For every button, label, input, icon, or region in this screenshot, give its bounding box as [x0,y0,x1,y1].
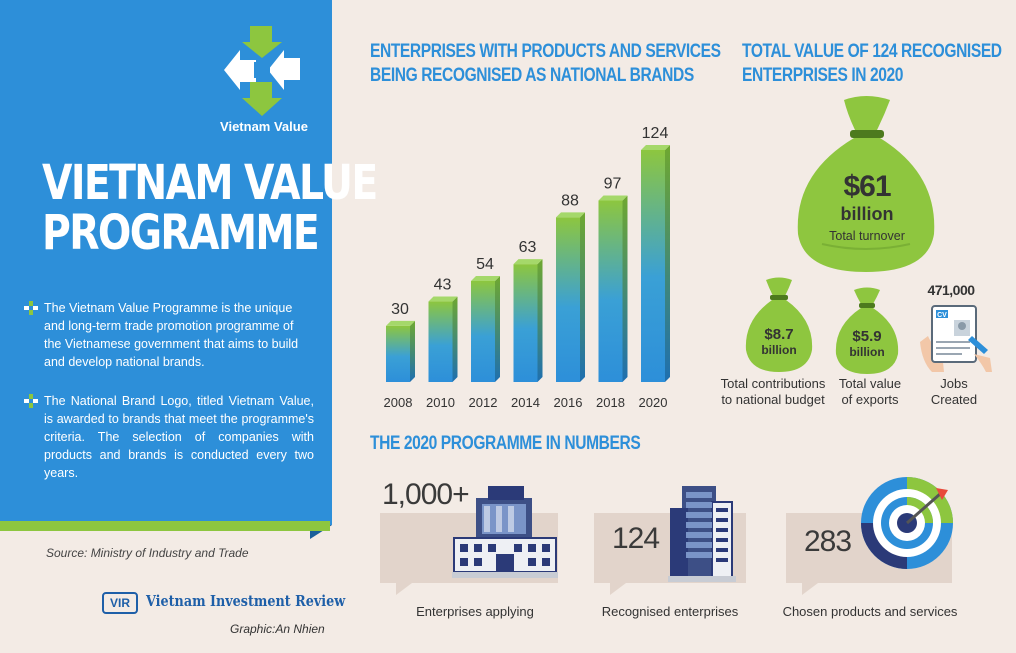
bar-side-2008 [410,320,415,382]
jobs-caption: Jobs Created [916,376,992,408]
exports-caption: Total value of exports [832,376,908,408]
value-section-title: TOTAL VALUE OF 124 RECOGNISED ENTERPRISE… [742,40,1002,88]
x-tick-2010: 2010 [426,395,455,410]
stat-value-chosen: 283 [804,525,852,558]
bullet-1: The Vietnam Value Programme is the uniqu… [24,299,314,371]
office-building-icon [668,486,736,582]
budget-value-group: $8.7 billion [742,326,816,358]
logo-text: Vietnam Value [220,119,308,134]
bullet-2-text: The National Brand Logo, titled Vietnam … [44,394,314,480]
bar-side-2014 [537,259,543,382]
chart-title-line-2: BEING RECOGNISED AS NATIONAL BRANDS [370,65,694,86]
stat-box-tail [396,583,412,595]
bar-chart: 30 2008 43 2010 54 2012 63 2014 88 2016 97 2018 124 2… [384,125,670,410]
x-tick-2012: 2012 [469,395,498,410]
exports-value: $5.9 [852,328,882,345]
bar-top-2020 [641,145,670,150]
bar-2020 [641,150,665,382]
data-label-2008: 30 [391,301,409,318]
money-bag-icon [797,96,935,272]
bar-2008 [386,325,410,382]
value-title-line-1: TOTAL VALUE OF 124 RECOGNISED [742,41,1002,62]
data-label-2020: 124 [642,125,669,142]
source-note: Source: Ministry of Industry and Trade [46,546,249,560]
jobs-value: 471,000 [927,282,975,298]
jobs-caption-line-2: Created [930,392,978,407]
bar-top-2010 [428,296,458,302]
stat-box-tail [802,583,818,595]
money-bag-icon [745,277,813,372]
budget-value: $8.7 [764,326,794,343]
exports-unit: billion [849,345,885,359]
page-title: VIETNAM VALUE PROGRAMME [42,155,378,261]
publication-name: Vietnam Investment Review [146,593,346,610]
data-label-2012: 54 [476,256,494,273]
stat-value-applying: 1,000+ [382,478,470,511]
budget-unit: billion [761,343,797,357]
exports-value-group: $5.9 billion [832,328,902,360]
bar-top-2012 [471,275,500,281]
exports-caption-line-2: of exports [841,392,899,407]
bar-top-2008 [386,320,415,326]
stat-value-recognised: 124 [612,522,660,555]
panel-accent-strip [0,521,330,531]
x-tick-2018: 2018 [596,395,625,410]
x-tick-2016: 2016 [554,395,583,410]
turnover-value: $61 [843,170,891,203]
vir-logo: VIR [102,592,138,614]
budget-caption-line-2: to national budget [721,392,825,407]
value-title-line-2: ENTERPRISES IN 2020 [742,65,904,86]
bar-2018 [598,200,623,382]
cv-document-icon: CV [920,305,992,372]
bar-side-2010 [452,296,458,382]
bar-side-2012 [495,275,500,382]
stat-box-tail [610,583,626,595]
bar-side-2016 [580,212,585,382]
data-label-2014: 63 [519,239,537,256]
turnover-label: Total turnover [829,229,905,243]
bar-top-2018 [598,195,628,201]
bullet-logo-icon [24,394,38,408]
target-icon [861,477,953,569]
title-line-2: PROGRAMME [42,205,320,261]
data-label-2010: 43 [434,277,452,294]
numbers-section-title: THE 2020 PROGRAMME IN NUMBERS [370,433,641,454]
turnover-value-group: $61 billion Total turnover [812,172,922,246]
bar-top-2014 [513,259,543,265]
bullet-2: The National Brand Logo, titled Vietnam … [24,392,314,482]
jobs-caption-line-1: Jobs [940,376,968,391]
bar-2016 [556,217,580,382]
office-building-icon [452,486,558,578]
money-bag-icon [835,287,899,374]
stat-label-applying: Enterprises applying [416,604,534,619]
stat-label-chosen: Chosen products and services [782,604,958,619]
exports-caption-line-1: Total value [838,376,902,391]
turnover-unit: billion [840,204,894,224]
bar-side-2018 [622,195,628,382]
bullet-logo-icon [24,301,38,315]
bar-top-2016 [556,212,585,218]
cv-label: CV [937,312,947,319]
bar-side-2020 [665,145,670,382]
bar-2010 [428,301,453,382]
x-tick-2008: 2008 [384,395,413,410]
x-tick-2020: 2020 [639,395,668,410]
chart-title-line-1: ENTERPRISES WITH PRODUCTS AND SERVICES [370,41,721,62]
bar-2014 [513,264,538,382]
vietnam-value-logo-icon [224,26,300,116]
chart-title: ENTERPRISES WITH PRODUCTS AND SERVICES B… [370,40,721,88]
budget-caption-line-1: Total contributions [720,376,826,391]
data-label-2016: 88 [561,192,579,209]
bullet-1-text: The Vietnam Value Programme is the uniqu… [44,301,299,369]
left-panel [0,0,332,539]
graphic-credit: Graphic:An Nhien [230,622,325,636]
x-tick-2014: 2014 [511,395,540,410]
data-label-2018: 97 [604,176,622,193]
budget-caption: Total contributions to national budget [712,376,834,408]
title-line-1: VIETNAM VALUE [42,155,378,211]
stat-label-recognised: Recognised enterprises [601,604,739,619]
bar-2012 [471,280,495,382]
